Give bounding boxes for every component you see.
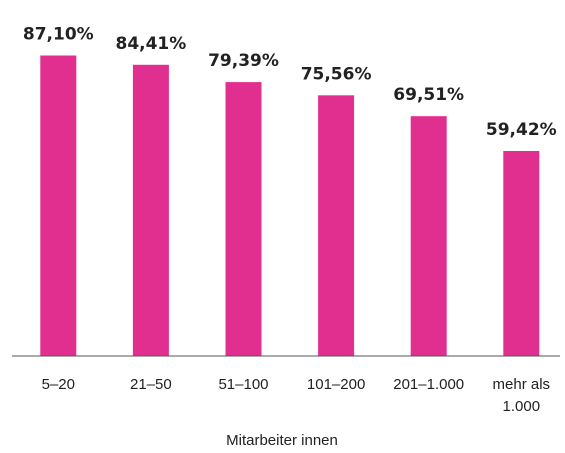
x-tick-label: 101–200 [307, 376, 365, 393]
x-tick-label: 5–20 [42, 376, 75, 393]
bar [132, 64, 169, 357]
bar [40, 55, 77, 356]
x-tick-label: mehr als 1.000 [493, 376, 551, 415]
bar [318, 95, 355, 357]
x-axis-label: Mitarbeiter innen [226, 432, 338, 449]
x-tick-label: 51–100 [218, 376, 268, 393]
value-label: 59,42% [486, 120, 557, 140]
x-tick-label: 21–50 [130, 376, 172, 393]
value-label: 75,56% [301, 64, 372, 84]
value-label: 69,51% [393, 85, 464, 105]
value-label: 87,10% [23, 25, 94, 45]
bar [503, 151, 540, 356]
x-tick-label: 201–1.000 [393, 376, 464, 393]
value-label: 79,39% [208, 51, 279, 71]
bar [225, 82, 262, 357]
bar [410, 116, 447, 357]
value-label: 84,41% [115, 34, 186, 54]
